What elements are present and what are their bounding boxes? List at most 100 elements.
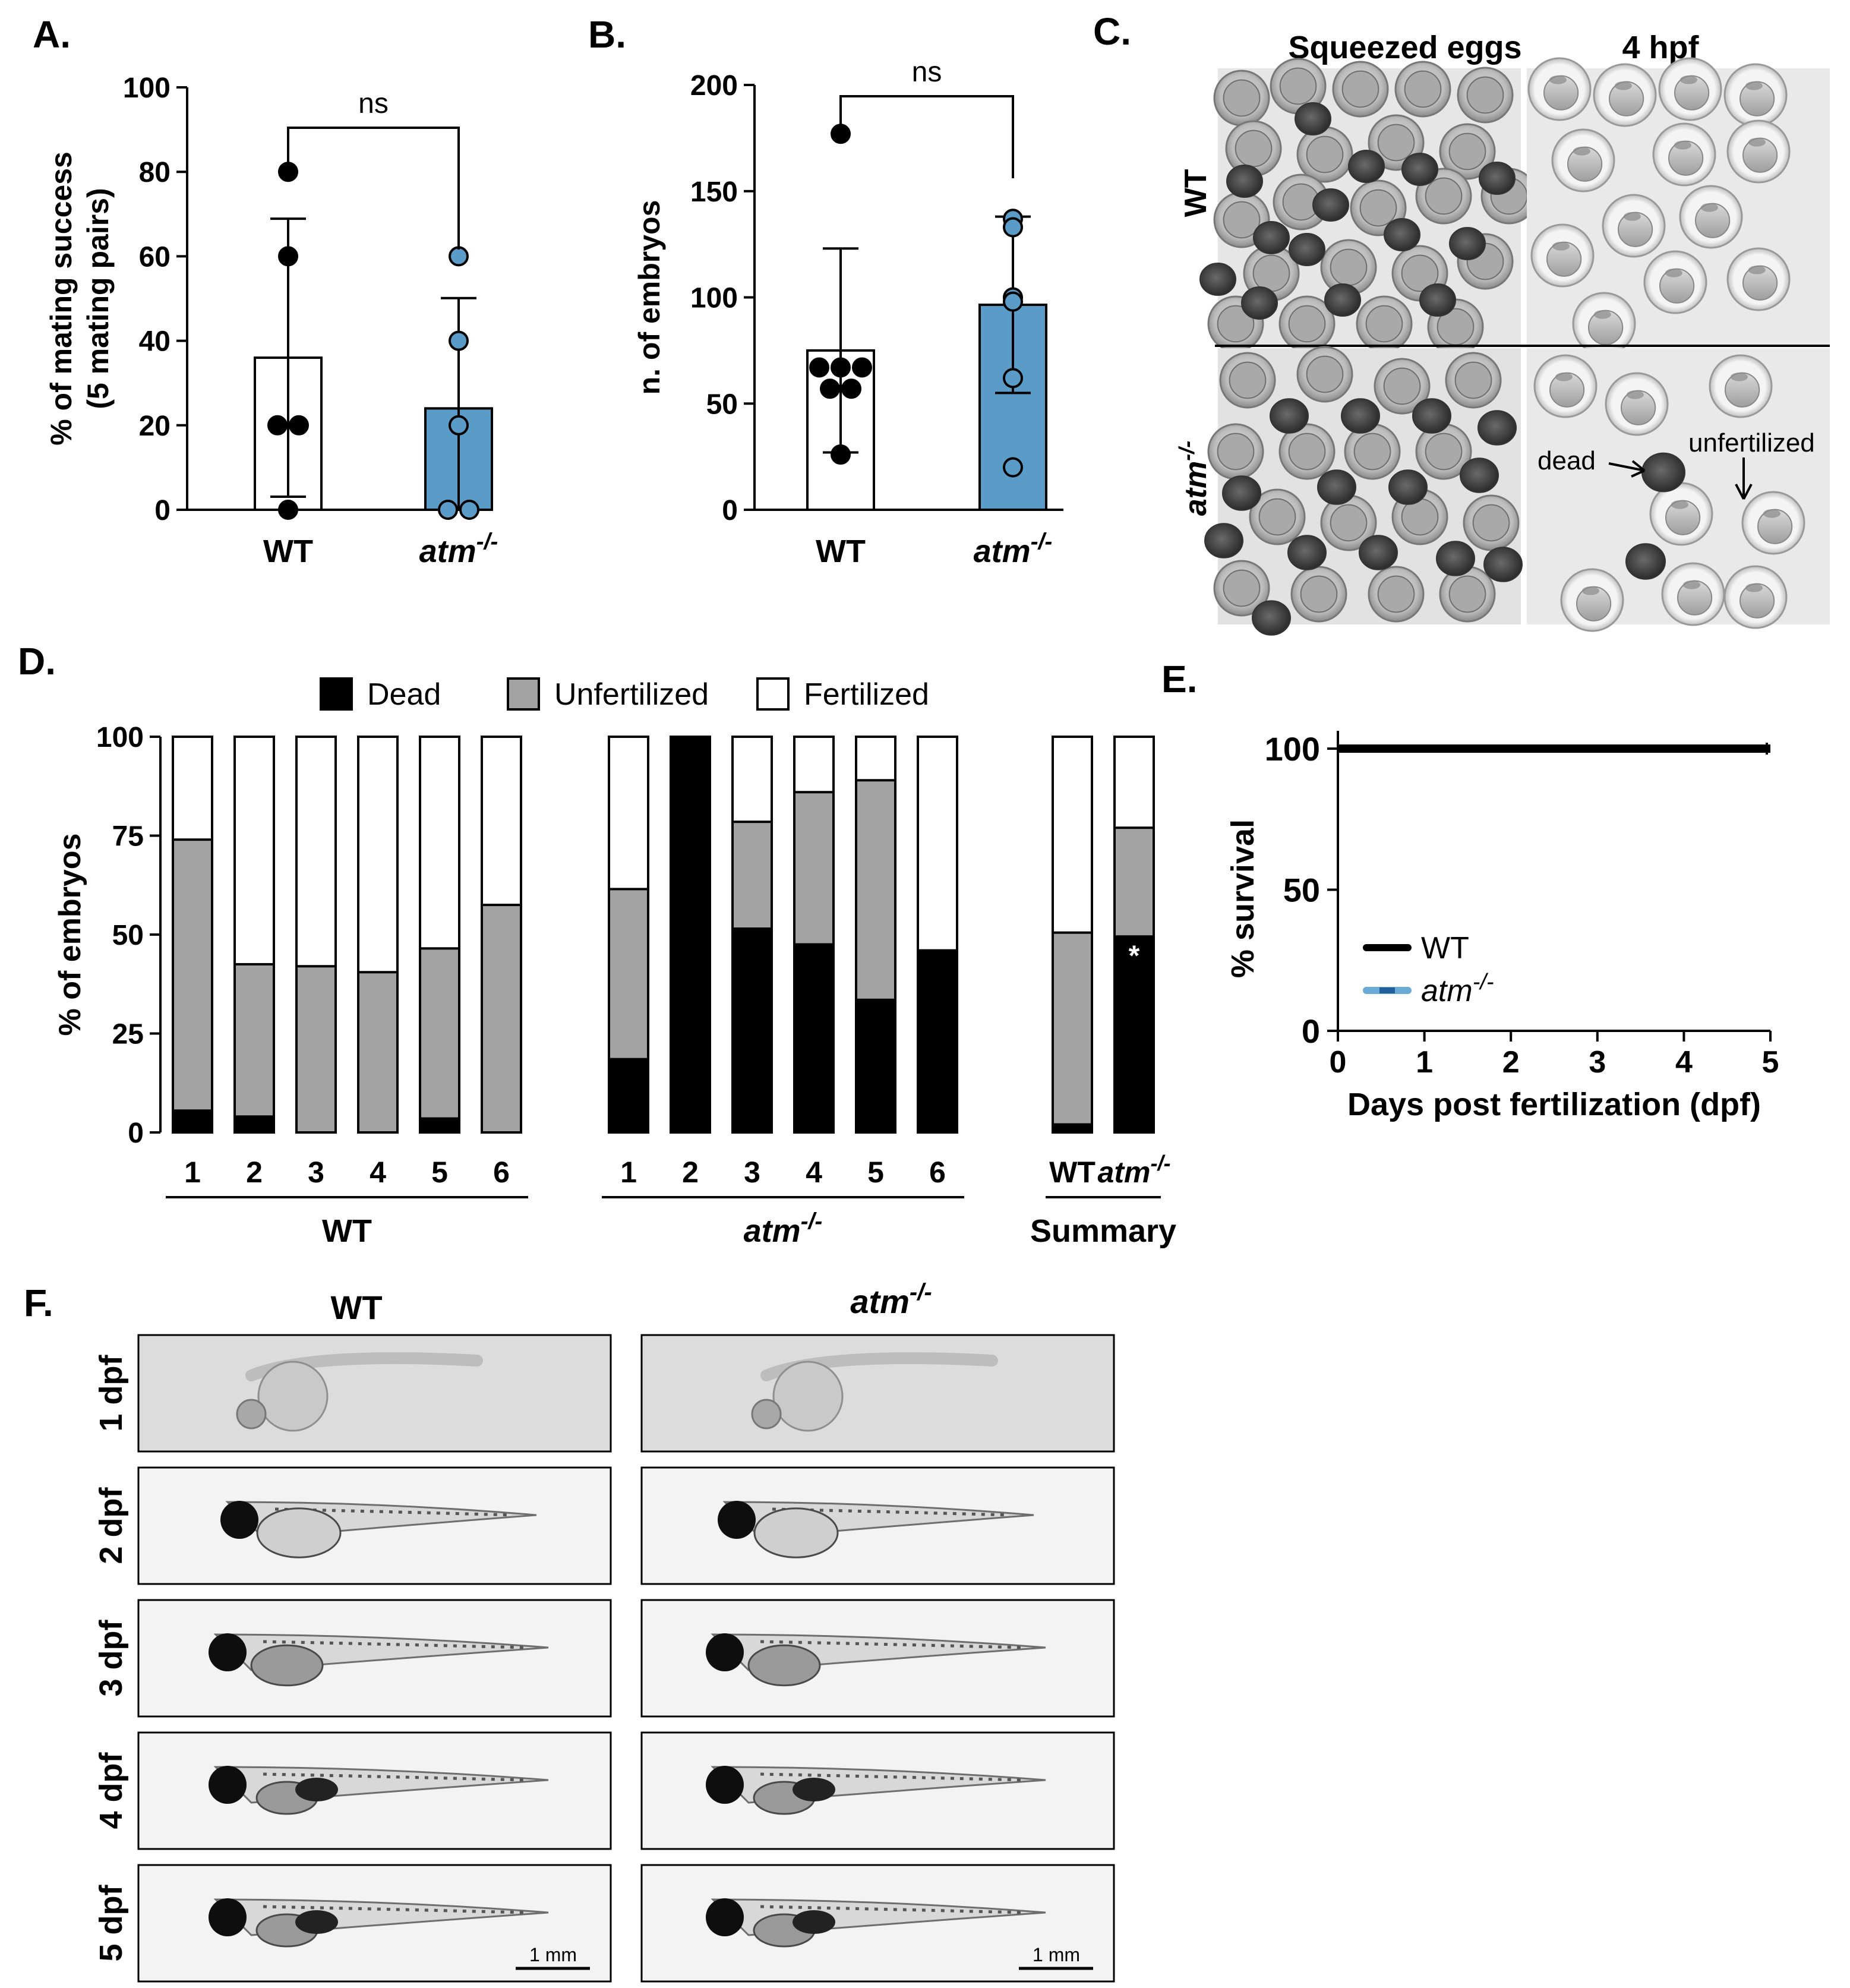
bar-dead [1113,935,1155,1134]
y-axis-label-group: % survival [1225,819,1261,978]
data-point [831,444,851,465]
y-tick-label: 40 [139,326,171,358]
dark-egg [1625,543,1666,580]
row-label-group: 2 dpf [93,1487,129,1564]
egg-yolk [1448,575,1486,613]
egg-yolk [1341,70,1379,108]
row-label-group: 1 dpf [93,1354,129,1431]
micrograph-squeezed-atm [1204,346,1523,636]
bar-dead [917,949,958,1134]
legend-label-unfertilized: Unfertilized [554,677,709,712]
y-tick-label: 50 [706,389,738,420]
panel-label-b: B. [588,13,626,56]
chart-b: 0 50 100 150 200 n. of embryos WT atm-/- ns [633,56,1063,569]
bar-dead [172,1109,213,1134]
blastoderm [1614,81,1632,90]
row-label-group: 4 dpf [93,1752,129,1829]
x-tick-label: 2 [682,1156,699,1189]
larva-swim-bladder [295,1910,338,1934]
y-axis-label: % survival [1225,819,1261,978]
egg-yolk [1330,248,1368,286]
x-tick-label: 1 [184,1156,201,1189]
blastoderm [1730,373,1748,381]
egg-yolk [1330,504,1368,542]
significance-label: ns [358,88,389,119]
significance-bracket [287,127,460,250]
blastoderm [1674,141,1691,150]
x-tick-label: 6 [929,1156,946,1189]
bar-dead [855,998,896,1134]
blastoderm [1555,373,1573,381]
egg-yolk [1472,504,1510,542]
larva-yolk [250,1644,324,1687]
data-point [438,500,458,520]
dark-egg [1287,535,1327,570]
larva-yolk [772,1361,844,1432]
x-tick-label: 3 [1589,1045,1606,1080]
bar-dead [1052,1123,1093,1134]
x-tick-label-wt: WT [263,534,313,569]
data-point [278,246,298,267]
row-label-5dpf: 5 dpf [93,1884,129,1961]
panel-label-d: D. [18,640,56,683]
x-tick-label: 5 [431,1156,448,1189]
blastoderm [1700,203,1718,212]
dark-egg [1204,523,1243,558]
bar-unfertilized [481,904,522,1134]
micrograph-squeezed-wt [1199,58,1538,355]
row-label-group: 3 dpf [93,1619,129,1696]
data-point [449,415,469,436]
blastoderm [1626,390,1644,399]
legend-swatch-unfertilized [507,677,540,711]
y-tick-label: 20 [139,411,171,442]
data-point [289,415,309,436]
y-tick-label: 200 [690,70,738,102]
egg-yolk [1229,361,1267,399]
data-point [449,246,469,267]
y-axis-label-group: % of mating success (5 mating pairs) [45,152,115,446]
blastoderm [1549,75,1567,84]
svg-text:atm-/-: atm-/- [1175,441,1213,516]
larva-swim-bladder [793,1910,835,1934]
y-tick-label: 100 [96,722,144,753]
larva-yolk [256,1507,342,1558]
legend-label-dead: Dead [367,677,441,712]
legend-swatch-fertilized [756,677,790,711]
egg-yolk [1365,305,1403,343]
bar-unfertilized [172,838,213,1112]
y-axis-label: % of mating success [45,152,78,446]
dark-egg [1317,469,1356,505]
larva-head [236,1399,267,1430]
x-tick-label: 6 [493,1156,510,1189]
group-label: WT [322,1213,372,1249]
bar-unfertilized [1052,931,1093,1126]
larva-pigment [263,1772,525,1782]
larva-swim-bladder [295,1778,338,1801]
egg-yolk [1217,433,1255,471]
y-tick-label: 60 [139,241,171,273]
dark-egg [1384,218,1420,251]
egg-yolk [1306,355,1344,393]
y-axis-label: % of embryos [53,834,87,1036]
x-tick-label-wt: WT [816,534,866,569]
y-tick-label: 150 [690,176,738,208]
svg-text:WT: WT [1179,169,1213,217]
bar-unfertilized [793,791,835,946]
col-header-atm-f: atm-/- [850,1279,932,1320]
data-point [1003,217,1023,238]
blastoderm [1593,310,1611,319]
egg-yolk [1279,67,1317,105]
scale-bar-label: 1 mm [1033,1944,1080,1965]
x-tick-label: 1 [620,1156,637,1189]
bar-unfertilized [731,821,773,930]
dark-egg [1419,283,1456,317]
bar-dead [793,943,835,1134]
egg-yolk [1401,254,1439,292]
blastoderm [1679,75,1697,84]
larva-image-atm-4dpf [640,1731,1115,1850]
data-point [459,500,479,520]
larva-swim-bladder [793,1778,835,1801]
egg-yolk [1425,433,1463,471]
larva-image-atm-1dpf [640,1334,1115,1453]
row-label-wt-c: WT [1179,169,1213,217]
